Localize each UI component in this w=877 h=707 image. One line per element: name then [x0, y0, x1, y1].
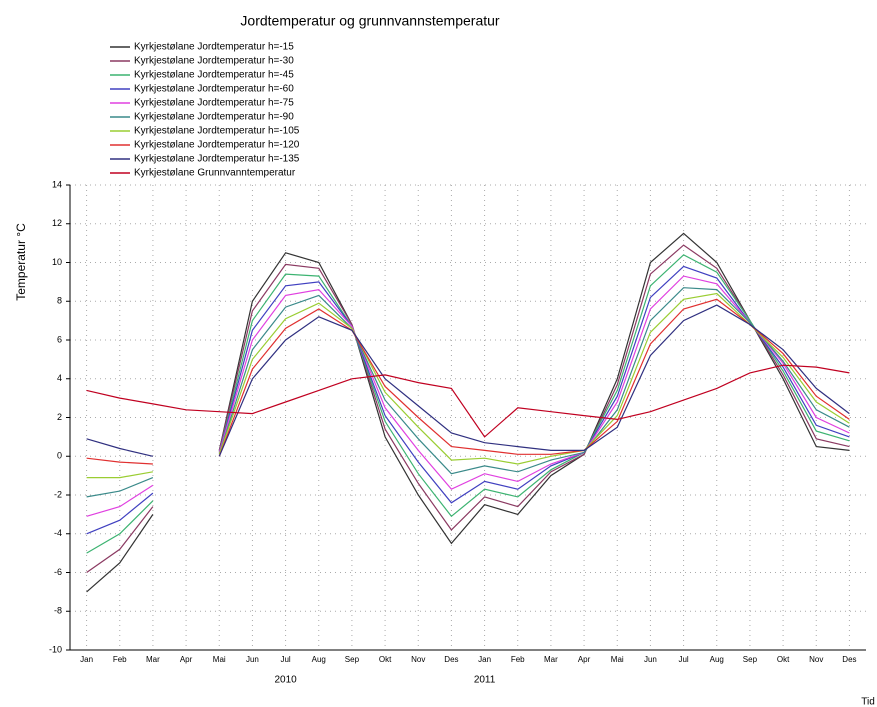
legend-label: Kyrkjestølane Jordtemperatur h=-135	[134, 154, 300, 165]
y-tick-label: -2	[54, 489, 62, 499]
legend-label: Kyrkjestølane Jordtemperatur h=-90	[134, 112, 294, 123]
y-tick-label: 4	[57, 373, 62, 383]
series-line	[86, 275, 850, 517]
x-tick-label: Mar	[544, 655, 558, 664]
x-tick-label: Jan	[80, 655, 93, 664]
x-tick-label: Sep	[743, 655, 758, 664]
legend-label: Kyrkjestølane Jordtemperatur h=-120	[134, 140, 300, 151]
y-tick-label: -10	[49, 644, 62, 654]
year-label: 2011	[474, 675, 496, 686]
x-tick-label: Mai	[213, 655, 226, 664]
series-line	[86, 364, 850, 438]
legend-label: Kyrkjestølane Jordtemperatur h=-75	[134, 98, 294, 109]
legend-label: Kyrkjestølane Jordtemperatur h=-15	[134, 42, 294, 53]
series-line	[86, 287, 850, 498]
legend-label: Kyrkjestølane Jordtemperatur h=-60	[134, 84, 294, 95]
y-tick-label: 12	[52, 218, 62, 228]
x-tick-label: Des	[842, 655, 856, 664]
x-tick-label: Feb	[113, 655, 127, 664]
x-tick-label: Jun	[246, 655, 259, 664]
legend-label: Kyrkjestølane Grunnvanntemperatur	[134, 168, 296, 179]
series-line	[86, 254, 850, 554]
series-line	[86, 265, 850, 535]
y-tick-label: -4	[54, 528, 62, 538]
x-tick-label: Nov	[809, 655, 823, 664]
x-tick-label: Jul	[678, 655, 688, 664]
x-tick-label: Mar	[146, 655, 160, 664]
x-tick-label: Aug	[312, 655, 326, 664]
y-tick-label: 14	[52, 179, 62, 189]
series-line	[86, 304, 850, 457]
x-tick-label: Jun	[644, 655, 657, 664]
x-tick-label: Okt	[777, 655, 790, 664]
y-tick-label: 8	[57, 296, 62, 306]
chart-title: Jordtemperatur og grunnvannstemperatur	[240, 13, 499, 29]
y-tick-label: 6	[57, 334, 62, 344]
legend-label: Kyrkjestølane Jordtemperatur h=-30	[134, 56, 294, 67]
x-tick-label: Sep	[345, 655, 360, 664]
year-label: 2010	[274, 675, 297, 686]
x-tick-label: Mai	[611, 655, 624, 664]
x-tick-label: Apr	[180, 655, 193, 664]
x-axis-label: Tid	[861, 697, 875, 707]
y-tick-label: -8	[54, 606, 62, 616]
y-tick-label: 0	[57, 451, 62, 461]
series-line	[86, 292, 850, 479]
y-tick-label: 10	[52, 257, 62, 267]
x-tick-label: Apr	[578, 655, 591, 664]
x-tick-label: Jan	[478, 655, 491, 664]
series-line	[86, 298, 850, 465]
x-tick-label: Jul	[280, 655, 290, 664]
x-tick-label: Feb	[511, 655, 525, 664]
y-tick-label: -6	[54, 567, 62, 577]
x-tick-label: Nov	[411, 655, 425, 664]
legend-label: Kyrkjestølane Jordtemperatur h=-45	[134, 70, 294, 81]
x-tick-label: Okt	[379, 655, 392, 664]
x-tick-label: Aug	[710, 655, 724, 664]
y-axis-label: Temperatur °C	[14, 223, 28, 301]
x-tick-label: Des	[444, 655, 458, 664]
legend-label: Kyrkjestølane Jordtemperatur h=-105	[134, 126, 300, 137]
y-tick-label: 2	[57, 412, 62, 422]
